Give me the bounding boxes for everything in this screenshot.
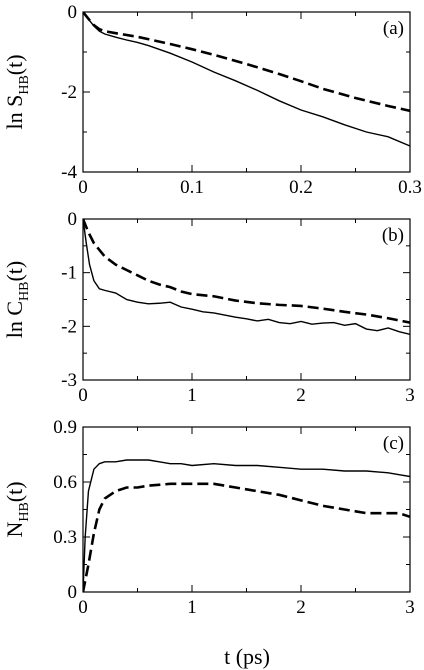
- y-axis-label-main: ln S: [2, 95, 27, 130]
- y-tick-label: 0: [68, 209, 78, 230]
- y-tick-label: 0.3: [53, 527, 77, 548]
- y-axis-label: ln SHB(t): [2, 54, 32, 129]
- x-tick-label: 2: [296, 597, 306, 618]
- series-line-solid: [83, 459, 410, 592]
- series-group: [83, 12, 410, 147]
- series-line-solid: [83, 12, 410, 147]
- x-tick-label: 1: [187, 597, 197, 618]
- y-tick-label: 0.6: [53, 472, 77, 493]
- x-tick-label: 0: [78, 177, 88, 198]
- x-tick-label: 3: [405, 385, 415, 406]
- series-line-dashed: [83, 12, 410, 113]
- panels: 0 0.1 0.2 0.3-4-20(a)ln SHB(t)0 1 2 3-3-2-10(b…: [2, 2, 422, 618]
- x-tick-label: 0.3: [398, 177, 422, 198]
- panel-label: (b): [382, 225, 404, 246]
- y-axis-label-main: N: [2, 522, 27, 538]
- y-axis-label-tail: (t): [2, 54, 27, 75]
- y-axis-label: ln CHB(t): [2, 261, 32, 339]
- panel-c: 0 1 2 3 0 0.3 0.6 0.9 (c) NHB(t): [2, 417, 415, 618]
- panel-a: 0 0.1 0.2 0.3 -4 -2 0 (a) ln SHB(t): [2, 2, 422, 198]
- y-tick-label: -2: [61, 316, 77, 337]
- x-tick-label: 0: [78, 597, 88, 618]
- axis-frame: [82, 218, 411, 381]
- series-group: [83, 219, 410, 336]
- y-axis-label: NHB(t): [2, 481, 32, 537]
- y-tick-label: -3: [61, 370, 77, 391]
- series-group: [83, 459, 410, 592]
- x-tick-label: 1: [187, 385, 197, 406]
- x-tick-label: 0.1: [180, 177, 204, 198]
- y-tick-label: -2: [61, 82, 77, 103]
- y-axis-label-tail: (t): [2, 261, 27, 282]
- y-axis-label-sub: HB: [17, 502, 32, 521]
- y-tick-label: 0.9: [53, 417, 77, 438]
- panel-label: (c): [383, 433, 404, 454]
- x-tick-label: 0.2: [289, 177, 313, 198]
- series-line-solid: [83, 219, 410, 336]
- y-tick-label: -4: [61, 162, 77, 183]
- y-tick-label: -1: [61, 263, 77, 284]
- series-line-dashed: [83, 219, 410, 324]
- x-tick-label: 0: [78, 385, 88, 406]
- axis-frame: [82, 426, 411, 593]
- y-axis-label-sub: HB: [17, 282, 32, 301]
- y-axis-label-tail: (t): [2, 481, 27, 502]
- y-axis-label-sub: HB: [17, 75, 32, 94]
- panel-b: 0 1 2 3 -3 -2 -1 0 (b) ln CHB(t): [2, 209, 415, 406]
- series-line-dashed: [83, 482, 410, 592]
- x-axis-label: t (ps): [224, 644, 270, 669]
- y-tick-label: 0: [68, 2, 78, 23]
- panel-label: (a): [383, 18, 404, 39]
- x-tick-label: 2: [296, 385, 306, 406]
- x-tick-label: 3: [405, 597, 415, 618]
- y-axis-label-main: ln C: [2, 301, 27, 338]
- y-tick-label: 0: [68, 582, 78, 603]
